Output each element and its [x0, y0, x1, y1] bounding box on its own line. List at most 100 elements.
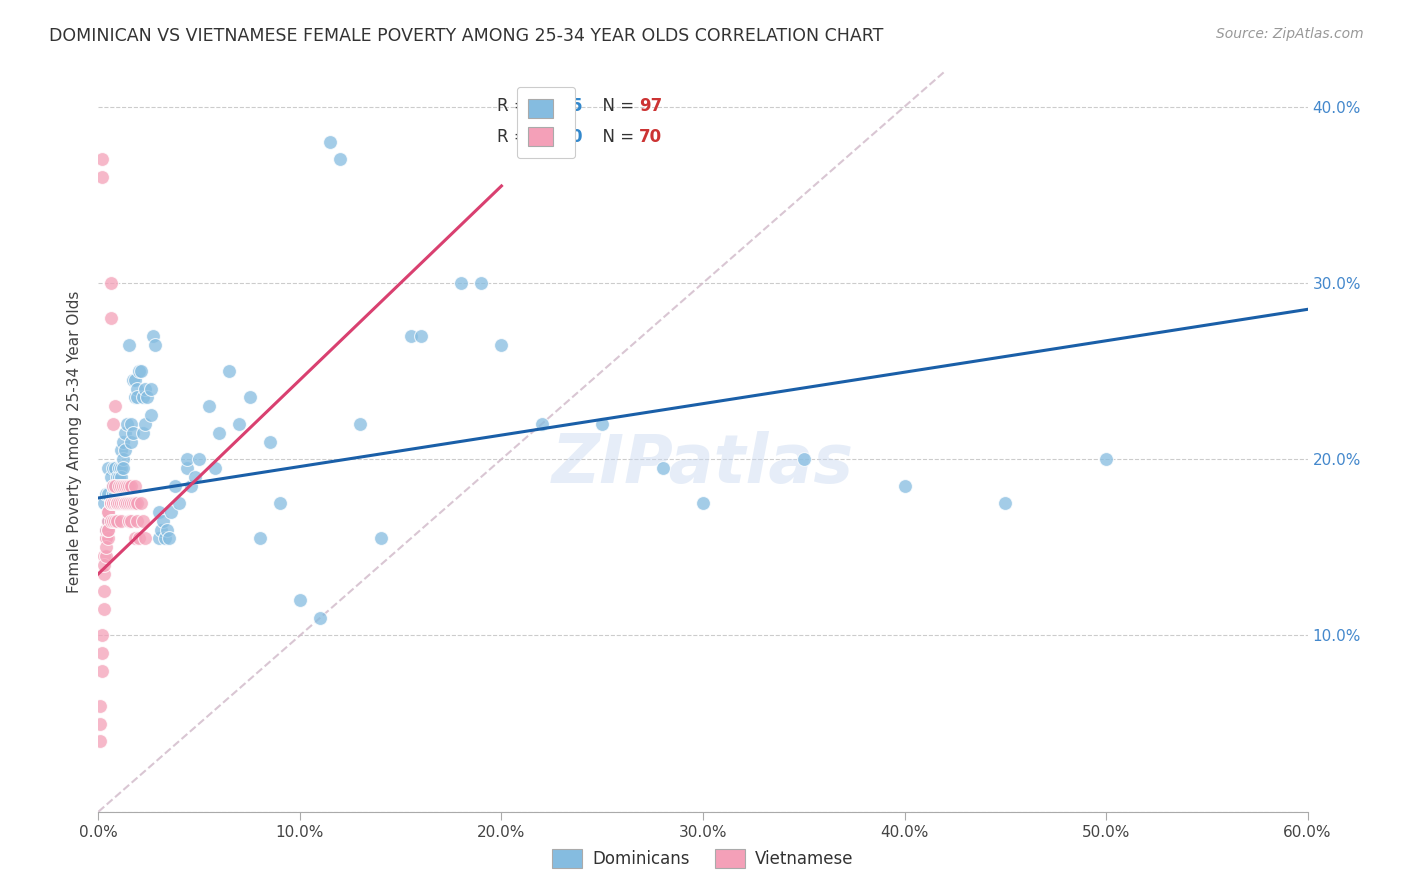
Point — [103, 399, 125, 413]
Text: ZIPatlas: ZIPatlas — [553, 431, 853, 497]
Point — [893, 478, 915, 492]
Point — [100, 276, 122, 290]
Point — [157, 532, 180, 546]
Point — [101, 487, 124, 501]
Point — [103, 496, 125, 510]
Point — [793, 452, 815, 467]
Point — [101, 417, 124, 431]
Point — [118, 496, 141, 510]
Point — [107, 470, 129, 484]
Point — [176, 452, 198, 467]
Point — [118, 478, 141, 492]
Point — [111, 496, 134, 510]
Point — [107, 478, 129, 492]
Point — [105, 496, 128, 510]
Point — [530, 417, 553, 431]
Point — [111, 452, 134, 467]
Point — [188, 452, 211, 467]
Point — [124, 496, 146, 510]
Point — [228, 417, 250, 431]
Point — [118, 514, 141, 528]
Point — [115, 496, 138, 510]
Point — [134, 417, 156, 431]
Point — [105, 496, 128, 510]
Point — [96, 541, 118, 555]
Point — [100, 496, 122, 510]
Point — [101, 478, 124, 492]
Legend: Dominicans, Vietnamese: Dominicans, Vietnamese — [546, 842, 860, 875]
Point — [100, 496, 122, 510]
Text: R =: R = — [498, 97, 533, 115]
Text: R =: R = — [498, 128, 533, 145]
Point — [101, 461, 124, 475]
Point — [204, 461, 226, 475]
Point — [107, 496, 129, 510]
Text: N =: N = — [592, 128, 640, 145]
Point — [176, 461, 198, 475]
Point — [156, 523, 179, 537]
Point — [105, 470, 128, 484]
Point — [180, 478, 202, 492]
Point — [153, 532, 176, 546]
Point — [120, 478, 142, 492]
Text: 70: 70 — [638, 128, 662, 145]
Point — [994, 496, 1017, 510]
Point — [110, 443, 132, 458]
Point — [107, 478, 129, 492]
Point — [101, 478, 124, 492]
Point — [96, 549, 118, 563]
Point — [96, 487, 118, 501]
Point — [91, 628, 114, 642]
Point — [93, 602, 115, 616]
Point — [96, 523, 118, 537]
Point — [110, 514, 132, 528]
Point — [107, 461, 129, 475]
Point — [651, 461, 673, 475]
Point — [114, 496, 136, 510]
Point — [114, 443, 136, 458]
Point — [97, 532, 120, 546]
Point — [135, 391, 157, 405]
Point — [249, 532, 271, 546]
Point — [111, 434, 134, 449]
Point — [208, 425, 231, 440]
Point — [93, 496, 115, 510]
Point — [152, 514, 174, 528]
Point — [124, 391, 146, 405]
Text: 97: 97 — [638, 97, 662, 115]
Point — [409, 328, 432, 343]
Point — [107, 478, 129, 492]
Text: Source: ZipAtlas.com: Source: ZipAtlas.com — [1216, 27, 1364, 41]
Point — [125, 496, 148, 510]
Point — [124, 373, 146, 387]
Point — [115, 417, 138, 431]
Point — [91, 153, 114, 167]
Point — [93, 549, 115, 563]
Point — [128, 364, 150, 378]
Point — [118, 337, 141, 351]
Point — [101, 514, 124, 528]
Point — [124, 532, 146, 546]
Point — [103, 478, 125, 492]
Point — [97, 523, 120, 537]
Point — [89, 716, 111, 731]
Point — [100, 514, 122, 528]
Point — [107, 496, 129, 510]
Point — [97, 461, 120, 475]
Point — [198, 399, 221, 413]
Point — [134, 532, 156, 546]
Point — [129, 496, 152, 510]
Point — [110, 478, 132, 492]
Point — [288, 593, 311, 607]
Point — [97, 505, 120, 519]
Point — [97, 514, 120, 528]
Point — [120, 434, 142, 449]
Point — [121, 373, 143, 387]
Point — [97, 505, 120, 519]
Point — [125, 514, 148, 528]
Point — [101, 496, 124, 510]
Point — [100, 496, 122, 510]
Point — [105, 496, 128, 510]
Point — [148, 532, 170, 546]
Point — [111, 461, 134, 475]
